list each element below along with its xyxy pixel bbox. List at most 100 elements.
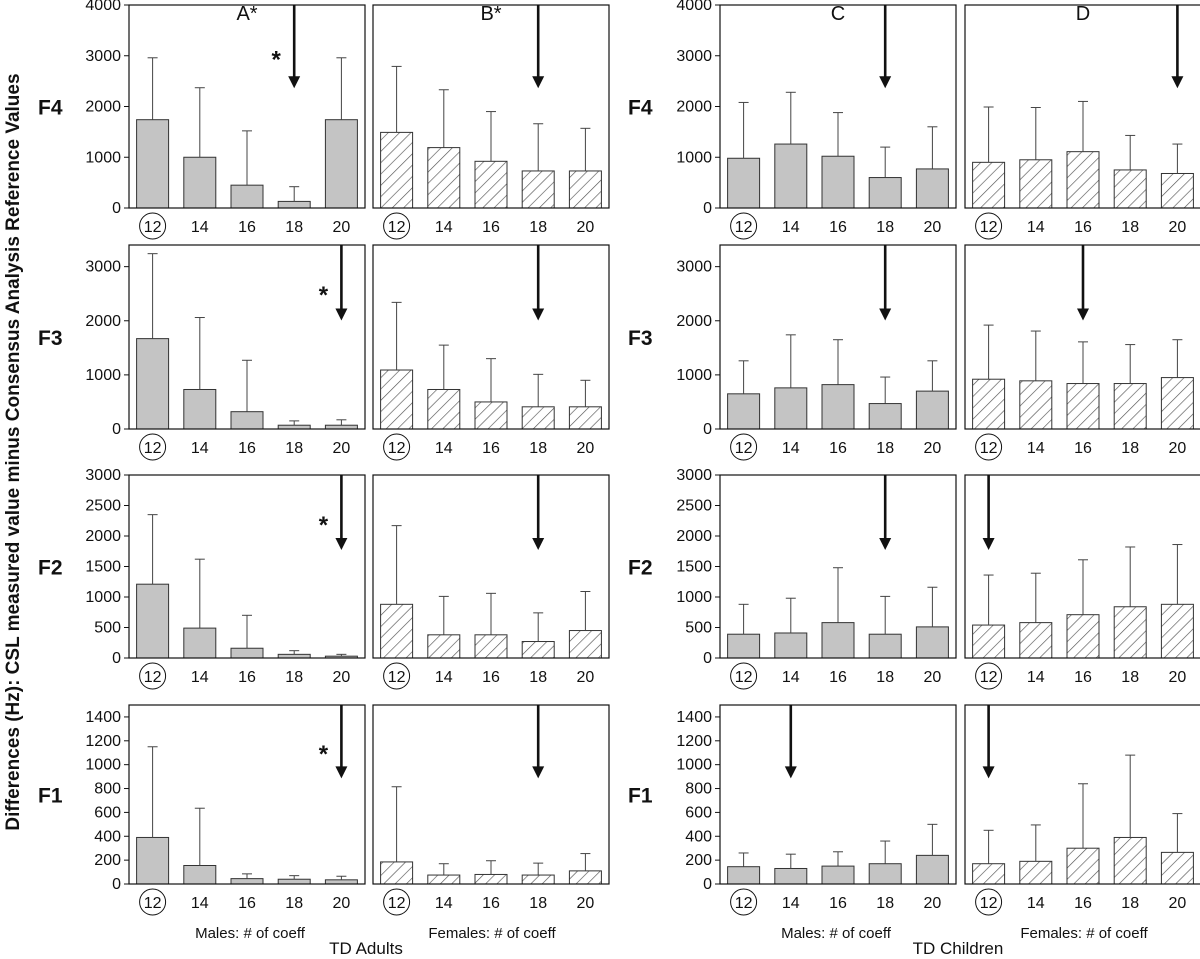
x-tick-label: 16: [482, 440, 500, 457]
group-label-td-children: TD Children: [913, 939, 1004, 958]
y-tick-label: 0: [703, 650, 712, 667]
x-tick-label: 12: [388, 669, 406, 686]
y-tick-label: 1000: [676, 589, 712, 606]
panel-F1-B: 12 14 16 18 20: [372, 704, 610, 916]
x-tick-label: 16: [1074, 669, 1092, 686]
arrow-head: [532, 76, 545, 89]
bar: [136, 583, 170, 659]
x-tick-label: 20: [333, 895, 351, 912]
x-tick-label: 14: [782, 219, 800, 236]
panel-F3-B: 12 14 16 18 20: [372, 244, 610, 461]
bar: [324, 119, 358, 209]
x-tick-label: 16: [238, 440, 256, 457]
y-axis-label: Differences (Hz): CSL measured value min…: [3, 73, 24, 830]
panel-F3-D: 12 14 16 18 20: [964, 244, 1200, 461]
bar: [868, 177, 902, 209]
bar: [1160, 172, 1194, 209]
x-tick-label: 14: [1027, 895, 1045, 912]
x-tick-label: 20: [577, 669, 595, 686]
x-tick-label: 20: [924, 219, 942, 236]
significance-star: *: [319, 282, 329, 309]
bar: [915, 626, 949, 659]
panel-frame: [372, 4, 610, 209]
x-tick-label: 20: [577, 440, 595, 457]
x-tick-label: 14: [782, 440, 800, 457]
x-axis-label-child-females: Females: # of coeff: [1020, 925, 1148, 942]
arrow-head: [1171, 76, 1184, 89]
x-tick-label: 14: [435, 219, 453, 236]
bar: [1113, 383, 1147, 430]
y-tick-label: 4000: [676, 0, 712, 14]
bar: [821, 384, 855, 430]
x-tick-label: 12: [388, 219, 406, 236]
column-title: D: [1076, 3, 1090, 25]
bar: [821, 865, 855, 885]
arrow-head: [335, 766, 348, 779]
x-tick-label: 16: [238, 669, 256, 686]
x-tick-label: 16: [1074, 219, 1092, 236]
x-tick-label: 18: [1121, 440, 1139, 457]
row-label: F1: [38, 785, 63, 808]
row-label: F1: [628, 785, 653, 808]
bar: [727, 866, 761, 885]
circled-category-marker: [975, 212, 1003, 240]
bar: [868, 633, 902, 659]
bar: [1113, 169, 1147, 209]
bar: [230, 184, 264, 209]
y-tick-label: 0: [703, 421, 712, 438]
arrow-head: [879, 538, 892, 551]
x-tick-label: 12: [144, 219, 162, 236]
y-tick-label: 2000: [85, 528, 121, 545]
bar: [183, 627, 217, 659]
bar: [427, 388, 461, 430]
group-label-td-adults: TD Adults: [329, 939, 403, 958]
x-tick-label: 14: [435, 895, 453, 912]
panel-frame: [719, 474, 957, 659]
panel-frame: [964, 474, 1200, 659]
x-axis-label-child-males: Males: # of coeff: [781, 925, 892, 942]
x-tick-label: 18: [876, 895, 894, 912]
y-tick-label: 500: [685, 620, 712, 637]
bar: [380, 131, 414, 209]
circled-category-marker: [730, 212, 758, 240]
arrow-head: [532, 538, 545, 551]
circled-category-marker: [139, 888, 167, 916]
y-tick-label: 4000: [85, 0, 121, 14]
bar: [521, 641, 555, 659]
y-tick-label: 2000: [676, 528, 712, 545]
bar: [915, 168, 949, 209]
bar: [1066, 614, 1100, 659]
panel-frame: [128, 704, 366, 885]
y-tick-label: 1000: [85, 589, 121, 606]
x-tick-label: 18: [876, 219, 894, 236]
panel-F2-C: 0 500 1000 1500 2000 2500 3000 12 14 16 18 20: [676, 467, 957, 690]
x-tick-label: 18: [876, 669, 894, 686]
x-tick-label: 18: [1121, 219, 1139, 236]
y-tick-label: 1500: [85, 559, 121, 576]
y-tick-label: 800: [94, 781, 121, 798]
x-tick-label: 16: [238, 895, 256, 912]
x-tick-label: 14: [191, 440, 209, 457]
panel-F4-B: 12 14 16 18 20: [372, 4, 610, 240]
bar: [427, 147, 461, 209]
arrow-head: [335, 308, 348, 321]
bar: [380, 603, 414, 659]
arrow-head: [879, 76, 892, 89]
x-tick-label: 18: [529, 669, 547, 686]
circled-category-marker: [975, 433, 1003, 461]
x-tick-label: 20: [924, 440, 942, 457]
arrow-head: [335, 538, 348, 551]
y-tick-label: 2500: [85, 498, 121, 515]
circled-category-marker: [730, 433, 758, 461]
circled-category-marker: [730, 662, 758, 690]
x-tick-label: 14: [782, 895, 800, 912]
x-tick-label: 12: [388, 895, 406, 912]
y-tick-label: 1400: [676, 709, 712, 726]
circled-category-marker: [383, 433, 411, 461]
panel-frame: [964, 704, 1200, 885]
bar: [474, 634, 508, 659]
y-tick-label: 0: [112, 421, 121, 438]
x-tick-label: 14: [435, 440, 453, 457]
